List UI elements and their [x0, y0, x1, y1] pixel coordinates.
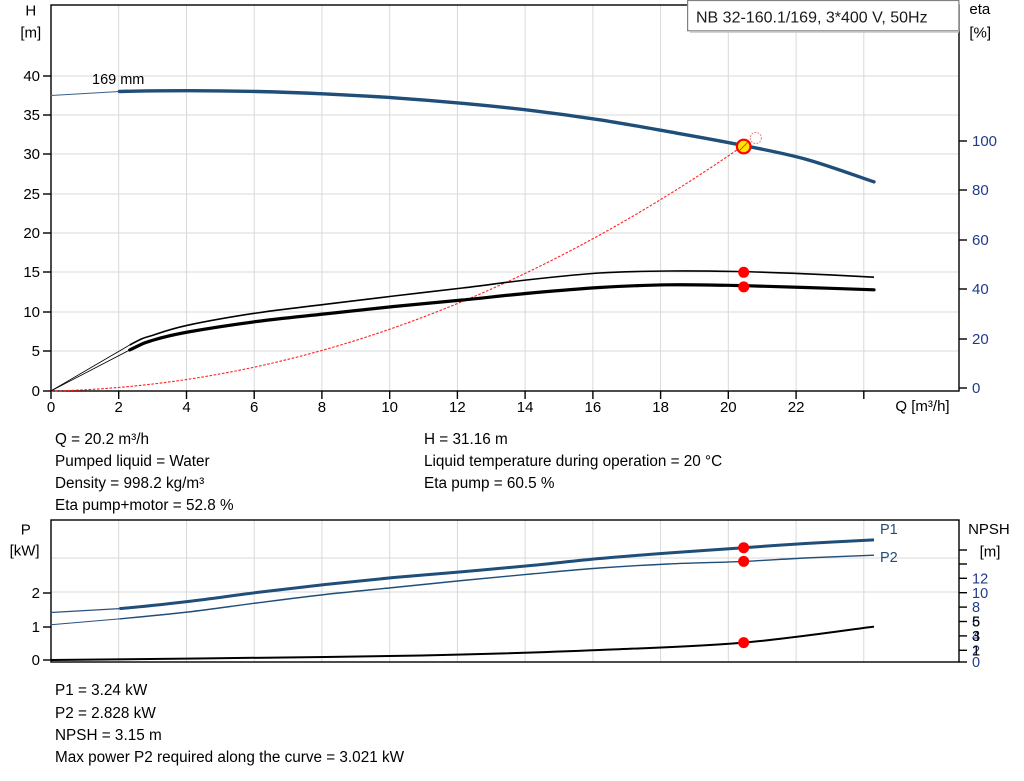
svg-text:0: 0 [972, 380, 980, 397]
svg-text:8: 8 [318, 399, 326, 416]
svg-text:P: P [21, 521, 31, 538]
svg-text:[m]: [m] [980, 543, 1001, 560]
svg-text:16: 16 [585, 399, 602, 416]
svg-text:[%]: [%] [969, 25, 991, 42]
svg-text:20: 20 [972, 331, 989, 348]
svg-text:H = 31.16 m: H = 31.16 m [424, 431, 508, 448]
svg-text:12: 12 [449, 399, 466, 416]
svg-text:[kW]: [kW] [10, 543, 40, 560]
svg-text:Q = 20.2 m³/h: Q = 20.2 m³/h [55, 431, 149, 448]
svg-text:[m]: [m] [20, 25, 41, 42]
svg-text:4: 4 [182, 399, 190, 416]
svg-text:5: 5 [32, 343, 40, 360]
svg-text:1: 1 [972, 643, 980, 659]
svg-text:30: 30 [23, 146, 40, 163]
svg-text:Eta pump+motor = 52.8 %: Eta pump+motor = 52.8 % [55, 497, 234, 514]
svg-text:Q [m³/h]: Q [m³/h] [895, 398, 949, 415]
svg-text:35: 35 [23, 107, 40, 124]
svg-text:80: 80 [972, 182, 989, 199]
svg-text:NPSH = 3.15 m: NPSH = 3.15 m [55, 727, 162, 744]
svg-text:60: 60 [972, 232, 989, 249]
svg-text:0: 0 [32, 652, 40, 669]
svg-text:20: 20 [23, 225, 40, 242]
svg-text:NPSH: NPSH [968, 521, 1010, 538]
svg-text:H: H [25, 3, 36, 20]
svg-text:P1: P1 [880, 522, 898, 538]
svg-text:P1 = 3.24 kW: P1 = 3.24 kW [55, 682, 148, 699]
svg-text:Liquid temperature during oper: Liquid temperature during operation = 20… [424, 453, 722, 470]
svg-text:25: 25 [23, 186, 40, 203]
svg-text:40: 40 [23, 68, 40, 85]
svg-text:Pumped liquid = Water: Pumped liquid = Water [55, 453, 210, 470]
svg-text:169 mm: 169 mm [92, 72, 144, 88]
svg-text:100: 100 [972, 133, 997, 150]
svg-text:eta: eta [969, 1, 991, 18]
svg-text:18: 18 [652, 399, 669, 416]
svg-text:6: 6 [250, 399, 258, 416]
svg-text:NB 32-160.1/169, 3*400 V, 50Hz: NB 32-160.1/169, 3*400 V, 50Hz [696, 10, 928, 27]
svg-text:P2: P2 [880, 550, 898, 566]
svg-text:Density = 998.2 kg/m³: Density = 998.2 kg/m³ [55, 475, 204, 492]
svg-text:10: 10 [23, 304, 40, 321]
svg-text:2: 2 [32, 585, 40, 602]
svg-text:Max power P2 required along th: Max power P2 required along the curve = … [55, 749, 405, 766]
svg-text:0: 0 [47, 399, 55, 416]
svg-text:P2 = 2.828 kW: P2 = 2.828 kW [55, 705, 156, 722]
svg-text:15: 15 [23, 264, 40, 281]
svg-text:20: 20 [720, 399, 737, 416]
svg-text:0: 0 [32, 383, 40, 400]
svg-text:1: 1 [32, 619, 40, 636]
svg-text:2: 2 [115, 399, 123, 416]
svg-text:10: 10 [381, 399, 398, 416]
svg-text:40: 40 [972, 281, 989, 298]
svg-text:Eta pump = 60.5 %: Eta pump = 60.5 % [424, 475, 555, 492]
svg-text:14: 14 [517, 399, 534, 416]
svg-text:22: 22 [788, 399, 805, 416]
